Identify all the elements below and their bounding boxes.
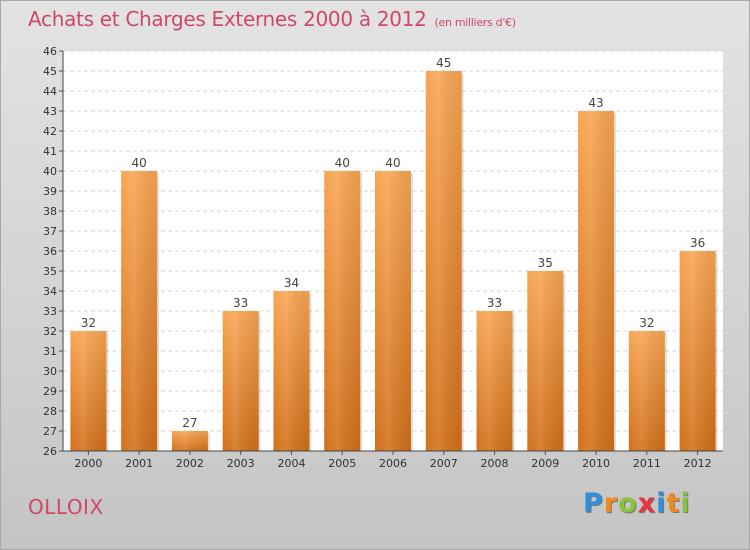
bar-value-label: 43 [588, 96, 603, 110]
chart-title-text: Achats et Charges Externes 2000 à 2012 [28, 7, 427, 31]
bar-highlight [273, 291, 310, 451]
bar-highlight [679, 251, 716, 451]
x-tick-label: 2008 [481, 457, 509, 470]
bar-highlight [628, 331, 665, 451]
x-tick-label: 2009 [531, 457, 559, 470]
x-tick-label: 2010 [582, 457, 610, 470]
bar-highlight [375, 171, 411, 451]
bar-value-label: 36 [690, 236, 705, 250]
bar-value-label: 32 [639, 316, 654, 330]
bar-highlight [222, 311, 259, 451]
logo-letter: i [656, 488, 667, 519]
logo-letter: r [603, 488, 619, 519]
bar-value-label: 32 [81, 316, 96, 330]
x-tick-label: 2006 [379, 457, 407, 470]
x-tick-label: 2004 [277, 457, 305, 470]
x-tick-label: 2002 [176, 457, 204, 470]
bar-value-label: 34 [284, 276, 299, 290]
y-tick-label: 43 [43, 105, 57, 118]
y-tick-label: 31 [43, 345, 57, 358]
x-tick-label: 2011 [633, 457, 661, 470]
x-tick-label: 2003 [227, 457, 255, 470]
y-tick-label: 34 [43, 285, 57, 298]
x-tick-label: 2001 [125, 457, 153, 470]
y-tick-label: 27 [43, 425, 57, 438]
bar-value-label: 40 [335, 156, 350, 170]
x-tick-label: 2005 [328, 457, 356, 470]
city-name: OLLOIX [28, 495, 104, 519]
bar-value-label: 45 [436, 56, 451, 70]
bar-value-label: 27 [182, 416, 197, 430]
logo-letter: o [618, 488, 638, 519]
chart-subtitle: (en milliers d'€) [434, 16, 516, 29]
bar-value-label: 35 [538, 256, 553, 270]
y-axis-ticks: 26 27 28 29 30 31 32 33 34 35 36 37 38 39 40 41 42 43 44 45… [43, 45, 63, 458]
y-tick-label: 45 [43, 65, 57, 78]
y-tick-label: 38 [43, 205, 57, 218]
bar-highlight [121, 171, 158, 451]
x-axis-ticks: 2000 2001 2002 2003 2004 2005 2006 2007 2008 2009… [74, 451, 712, 470]
bar-highlight [425, 71, 462, 451]
bar-highlight [324, 171, 361, 451]
y-tick-label: 26 [43, 445, 57, 458]
bar-value-label: 40 [385, 156, 400, 170]
y-tick-label: 33 [43, 305, 57, 318]
y-tick-label: 32 [43, 325, 57, 338]
chart-title: Achats et Charges Externes 2000 à 2012 (e… [28, 7, 516, 31]
bar-highlight [476, 311, 513, 451]
bar-value-label: 33 [233, 296, 248, 310]
y-tick-label: 44 [43, 85, 57, 98]
y-tick-label: 29 [43, 385, 57, 398]
y-tick-label: 40 [43, 165, 57, 178]
axes [62, 51, 723, 452]
x-tick-label: 2000 [74, 457, 102, 470]
bar-highlight [578, 111, 615, 451]
bar-value-label: 40 [132, 156, 147, 170]
bars: 32 40 27 33 34 40 40 45 33 35 43 32 36 [70, 56, 718, 451]
logo-letter: i [680, 488, 691, 519]
y-tick-label: 46 [43, 45, 57, 58]
y-tick-label: 35 [43, 265, 57, 278]
x-tick-label: 2012 [684, 457, 712, 470]
logo-letter: x [637, 488, 657, 519]
bar-highlight [527, 271, 564, 451]
y-tick-label: 37 [43, 225, 57, 238]
bar-highlight [171, 431, 208, 451]
y-tick-label: 42 [43, 125, 57, 138]
y-tick-label: 36 [43, 245, 57, 258]
proxiti-logo: Proxiti [583, 488, 691, 519]
bar-highlight [70, 331, 107, 451]
logo-letter: P [583, 488, 604, 519]
y-tick-label: 41 [43, 145, 57, 158]
x-tick-label: 2007 [430, 457, 458, 470]
logo-letter: t [666, 488, 681, 519]
y-tick-label: 28 [43, 405, 57, 418]
y-tick-label: 30 [43, 365, 57, 378]
y-tick-label: 39 [43, 185, 57, 198]
bar-value-label: 33 [487, 296, 502, 310]
